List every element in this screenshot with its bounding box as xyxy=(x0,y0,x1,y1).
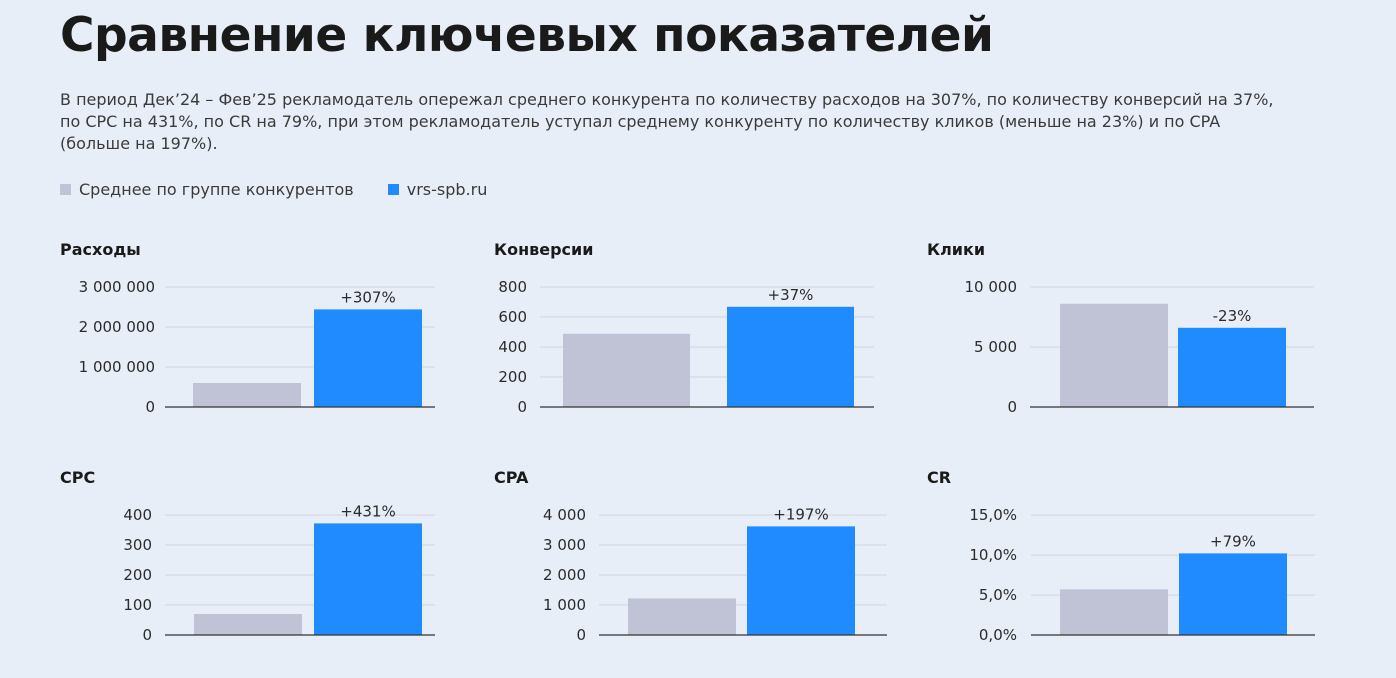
chart-svg: 0 1 000 000 2 000 000 3 000 000 +307% xyxy=(79,278,435,416)
y-tick-label: 0 xyxy=(142,626,152,644)
bar-competitors xyxy=(193,383,301,407)
chart-title: Клики xyxy=(927,240,986,259)
bar-advertiser xyxy=(1179,553,1287,635)
bar-change-label: +197% xyxy=(773,505,828,523)
y-tick-label: 400 xyxy=(498,338,527,356)
y-tick-label: 3 000 000 xyxy=(79,278,155,296)
y-tick-label: 2 000 000 xyxy=(79,318,155,336)
y-tick-label: 5,0% xyxy=(979,586,1017,604)
bar-competitors xyxy=(628,598,736,635)
bar-change-label: +79% xyxy=(1210,532,1256,550)
chart-panel-cr: CR 0,0% 5,0% 10,0% 15,0% +79% xyxy=(927,468,1315,678)
chart-svg: 0,0% 5,0% 10,0% 15,0% +79% xyxy=(969,506,1315,644)
y-tick-label: 400 xyxy=(123,506,152,524)
bar-change-label: -23% xyxy=(1213,307,1252,325)
y-tick-label: 100 xyxy=(123,596,152,614)
chart-svg: 0 1 000 2 000 3 000 4 000 +197% xyxy=(543,505,887,644)
page-title: Сравнение ключевых показателей xyxy=(60,8,994,63)
chart-panel-cpc: CPC 0 100 200 300 400 +431% xyxy=(60,468,435,678)
y-tick-label: 600 xyxy=(498,308,527,326)
chart-title: Расходы xyxy=(60,240,141,259)
y-tick-label: 5 000 xyxy=(974,338,1017,356)
y-tick-label: 3 000 xyxy=(543,536,586,554)
y-tick-label: 800 xyxy=(498,278,527,296)
legend-swatch-competitors xyxy=(60,184,71,195)
legend-label-competitors: Среднее по группе конкурентов xyxy=(79,180,354,199)
legend-swatch-advertiser xyxy=(387,184,399,195)
bar-competitors xyxy=(563,333,690,407)
bar-advertiser xyxy=(727,306,854,407)
bar-competitors xyxy=(194,614,302,635)
y-tick-label: 200 xyxy=(498,368,527,386)
y-tick-label: 15,0% xyxy=(969,506,1017,524)
chart-svg: 0 200 400 600 800 +37% xyxy=(498,278,874,416)
bar-competitors xyxy=(1060,589,1168,635)
bar-advertiser xyxy=(314,309,422,407)
legend-label-advertiser: vrs-spb.ru xyxy=(406,180,488,199)
y-tick-label: 2 000 xyxy=(543,566,586,584)
bar-change-label: +307% xyxy=(340,288,395,306)
bar-advertiser xyxy=(1178,327,1286,407)
chart-panel-rashody: Расходы 0 1 000 000 2 000 000 3 000 000 +307… xyxy=(60,240,435,450)
chart-title: CPC xyxy=(60,468,96,487)
chart-svg: 0 100 200 300 400 +431% xyxy=(123,502,435,644)
legend-item-competitors: Среднее по группе конкурентов xyxy=(60,180,354,199)
legend: Среднее по группе конкурентов vrs-spb.ru xyxy=(60,180,521,199)
y-tick-label: 10 000 xyxy=(965,278,1018,296)
bar-competitors xyxy=(1060,303,1168,407)
y-tick-label: 200 xyxy=(123,566,152,584)
chart-svg: 0 5 000 10 000 -23% xyxy=(965,278,1314,416)
y-tick-label: 1 000 xyxy=(543,596,586,614)
chart-panel-konversii: Конверсии 0 200 400 600 800 +37% xyxy=(494,240,874,450)
y-tick-label: 10,0% xyxy=(969,546,1017,564)
y-tick-label: 0 xyxy=(1007,398,1017,416)
page-subtitle: В период Дек’24 – Фев’25 рекламодатель о… xyxy=(60,90,1274,153)
chart-panel-kliki: Клики 0 5 000 10 000 -23% xyxy=(927,240,1314,450)
chart-title: CR xyxy=(927,468,952,487)
chart-title: Конверсии xyxy=(494,240,594,259)
chart-title: CPA xyxy=(494,468,529,487)
legend-item-advertiser: vrs-spb.ru xyxy=(387,180,488,199)
bar-change-label: +37% xyxy=(768,286,814,304)
y-tick-label: 0,0% xyxy=(979,626,1017,644)
y-tick-label: 4 000 xyxy=(543,506,586,524)
y-tick-label: 0 xyxy=(517,398,527,416)
y-tick-label: 0 xyxy=(576,626,586,644)
bar-change-label: +431% xyxy=(340,502,395,520)
y-tick-label: 300 xyxy=(123,536,152,554)
y-tick-label: 0 xyxy=(145,398,155,416)
bar-advertiser xyxy=(747,526,855,635)
chart-panel-cpa: CPA 0 1 000 2 000 3 000 4 000 +197% xyxy=(494,468,887,678)
y-tick-label: 1 000 000 xyxy=(79,358,155,376)
bar-advertiser xyxy=(314,523,422,635)
